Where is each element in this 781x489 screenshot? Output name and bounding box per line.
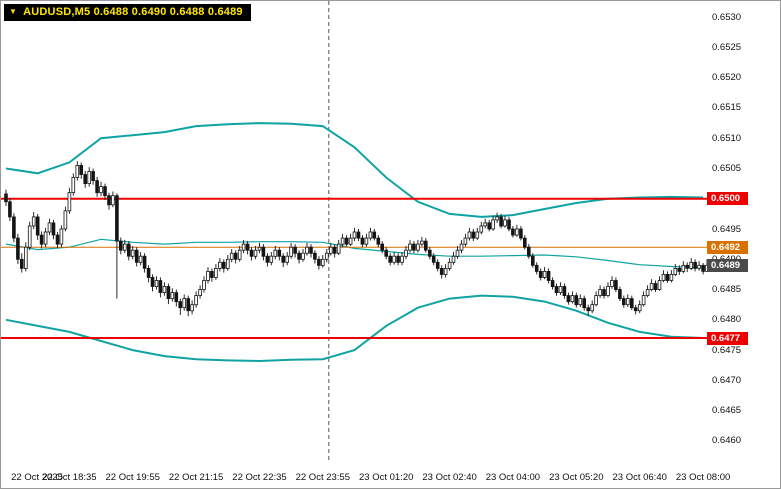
time-tick-10: 23 Oct 06:40 [612, 472, 667, 483]
time-tick-8: 23 Oct 04:00 [485, 472, 541, 483]
time-tick-2: 22 Oct 19:55 [105, 472, 160, 483]
bollinger-lower-band [5, 294, 704, 363]
price-flag-0.6477: 0.6477 [707, 331, 748, 345]
time-tick-5: 22 Oct 23:55 [295, 472, 350, 483]
time-tick-3: 22 Oct 21:15 [168, 472, 224, 483]
price-tick-0.6495: 0.6495 [712, 223, 742, 235]
price-flag-0.6492: 0.6492 [707, 240, 748, 254]
price-tick-0.6480: 0.6480 [712, 314, 742, 326]
price-tick-0.6510: 0.6510 [712, 132, 742, 144]
symbol-ohlc-text: AUDUSD,M5 0.6488 0.6490 0.6488 0.6489 [23, 6, 243, 18]
price-tick-0.6475: 0.6475 [712, 344, 742, 356]
down-triangle-icon: ▼ [9, 7, 18, 16]
candles [4, 161, 709, 317]
time-tick-11: 23 Oct 08:00 [675, 472, 731, 483]
price-tick-0.6520: 0.6520 [712, 72, 742, 84]
price-tick-0.6485: 0.6485 [712, 284, 742, 295]
price-tick-0.6460: 0.6460 [712, 435, 742, 447]
price-tick-0.6505: 0.6505 [712, 163, 742, 174]
time-tick-6: 23 Oct 01:20 [358, 472, 414, 483]
time-tick-4: 22 Oct 22:35 [232, 472, 287, 483]
price-flag-0.6500: 0.6500 [707, 192, 748, 206]
current-price-flag: 0.6489 [707, 258, 748, 272]
price-tick-0.6465: 0.6465 [712, 405, 742, 417]
symbol-ohlc-badge: ▼ AUDUSD,M5 0.6488 0.6490 0.6488 0.6489 [4, 4, 251, 21]
time-tick-0: 22 Oct 2025 [11, 472, 63, 483]
price-tick-0.6470: 0.6470 [712, 374, 742, 386]
time-tick-7: 23 Oct 02:40 [422, 472, 477, 483]
time-tick-1: 22 Oct 18:35 [42, 472, 97, 483]
bollinger-upper-band [5, 122, 704, 218]
price-tick-0.6530: 0.6530 [712, 11, 742, 23]
price-tick-0.6525: 0.6525 [712, 41, 742, 53]
price-tick-0.6515: 0.6515 [712, 102, 742, 114]
time-tick-9: 23 Oct 05:20 [549, 472, 604, 483]
time-axis[interactable]: 22 Oct 2025 22 Oct 18:35 22 Oct 19:55 22 Oc… [1, 466, 780, 488]
